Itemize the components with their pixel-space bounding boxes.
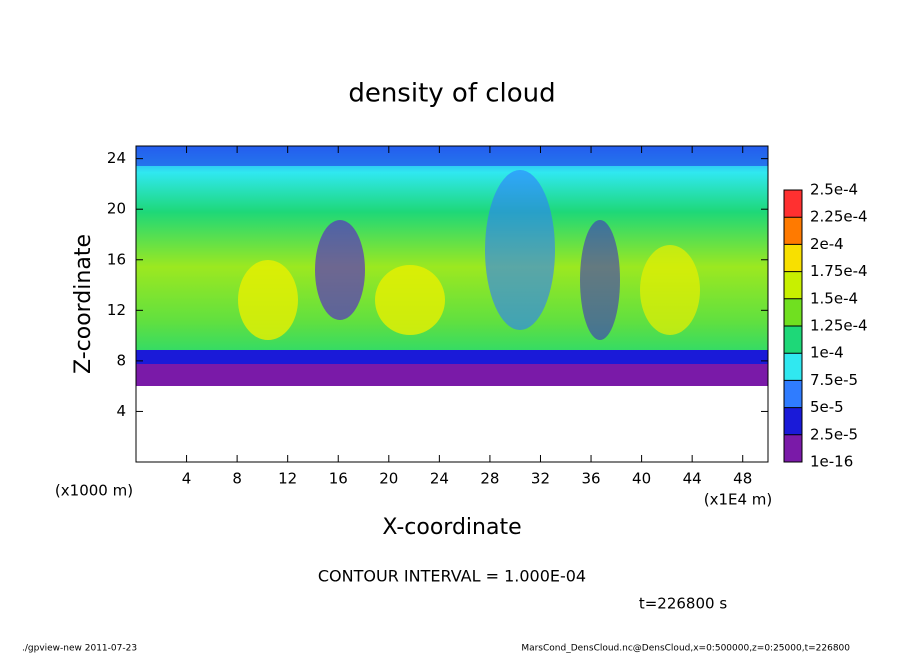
footer-left: ./gpview-new 2011-07-23 [22, 644, 137, 654]
cloud-base [136, 350, 768, 366]
blob [375, 265, 445, 335]
colorbar-label: 7.5e-5 [810, 371, 858, 389]
y-tick-label: 16 [107, 250, 126, 268]
plot-frame [135, 145, 769, 463]
x-tick-label: 32 [531, 470, 550, 488]
colorbar-label: 1.5e-4 [810, 289, 858, 307]
colorbar-label: 2.5e-4 [810, 181, 858, 199]
colorbar-band [784, 271, 802, 299]
colorbar-label: 1.75e-4 [810, 262, 868, 280]
colorbar-band [784, 244, 802, 272]
time-label: t=226800 s [639, 595, 727, 613]
contour-interval: CONTOUR INTERVAL = 1.000E-04 [318, 567, 586, 586]
x-axis-label: X-coordinate [382, 515, 521, 540]
cloud-top [136, 146, 768, 166]
chart-title: density of cloud [348, 79, 555, 109]
x-tick-label: 48 [733, 470, 752, 488]
colorbar-band [784, 353, 802, 381]
y-tick-label: 24 [107, 149, 126, 167]
x-tick-label: 24 [430, 470, 449, 488]
x-tick-label: 44 [683, 470, 702, 488]
x-tick-label: 36 [581, 470, 600, 488]
x-tick-label: 20 [379, 470, 398, 488]
colorbar-label: 1.25e-4 [810, 317, 868, 335]
field [136, 146, 768, 386]
colorbar-label: 2e-4 [810, 235, 844, 253]
colorbar-label: 5e-5 [810, 398, 844, 416]
y-axis-label: Z-coordinate [71, 234, 96, 374]
blob [485, 170, 555, 330]
y-tick-label: 4 [116, 402, 126, 420]
colorbar-band [784, 380, 802, 408]
x-tick-label: 12 [278, 470, 297, 488]
colorbar-band [784, 298, 802, 326]
x-tick-label: 16 [329, 470, 348, 488]
colorbar-band [784, 326, 802, 354]
y-tick-label: 20 [107, 200, 126, 218]
x-tick-label: 28 [480, 470, 499, 488]
x-unit: (x1E4 m) [704, 491, 773, 509]
x-tick-label: 8 [232, 470, 242, 488]
x-tick-label: 4 [182, 470, 192, 488]
colorbar-band [784, 217, 802, 245]
colorbar-label: 2.25e-4 [810, 208, 868, 226]
colorbar-band [784, 190, 802, 218]
y-unit: (x1000 m) [55, 482, 133, 500]
colorbar-label: 1e-16 [810, 453, 853, 471]
colorbar-label: 1e-4 [810, 344, 844, 362]
y-tick-label: 8 [116, 351, 126, 369]
blob [315, 220, 365, 320]
colorbar-band [784, 434, 802, 462]
footer-right: MarsCond_DensCloud.nc@DensCloud,x=0:5000… [521, 644, 850, 654]
y-tick-label: 12 [107, 301, 126, 319]
colorbar-label: 2.5e-5 [810, 425, 858, 443]
x-tick-label: 40 [632, 470, 651, 488]
blob [580, 220, 620, 340]
cloud-purple-band [136, 364, 768, 386]
colorbar-band [784, 407, 802, 435]
blob [640, 245, 700, 335]
blob [238, 260, 298, 340]
